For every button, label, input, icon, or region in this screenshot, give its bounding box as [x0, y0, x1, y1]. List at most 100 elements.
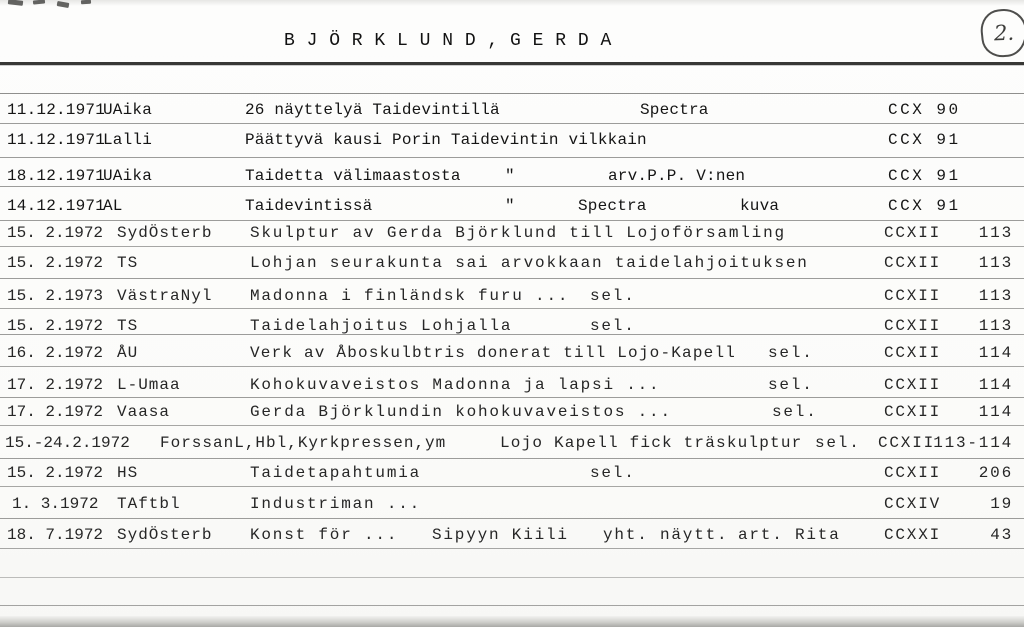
entry-source: UAika [103, 167, 153, 185]
entry-date: 15. 2.1972 [7, 464, 104, 482]
rule-line [0, 308, 1024, 309]
entry-volume: CCXII [884, 376, 942, 394]
rule-line [0, 93, 1024, 94]
rule-line [0, 518, 1024, 519]
entry-title: Gerda Björklundin kohokuvaveistos ... [250, 403, 672, 421]
ditto-mark: " [505, 197, 515, 215]
entry-source: AL [103, 197, 123, 215]
entry-volume: CCXII [884, 254, 942, 272]
entry-page: 19 [990, 495, 1013, 513]
entry-row: 18. 7.1972 SydÖsterb Konst för ... Sipyy… [0, 525, 1024, 547]
rule-line [0, 278, 1024, 279]
entry-source: SydÖsterb [117, 526, 213, 544]
entry-volume: CCXIV [884, 495, 942, 513]
entry-page: 114 [978, 344, 1013, 362]
entry-row: 15. 2.1972 HS Taidetapahtumia sel. CCXII… [0, 463, 1024, 485]
entry-page: 113 [978, 317, 1013, 335]
entry-date: 15. 2.1972 [7, 254, 104, 272]
entry-row: 18.12.1971 UAika Taidetta välimaastosta … [0, 166, 1024, 188]
entry-title: 26 näyttelyä Taidevintillä [245, 101, 500, 119]
entry-row: 15.-24.2.1972 ForssanL,Hbl,Kyrkpressen,y… [0, 433, 1024, 455]
entry-volume: CCXII [884, 344, 942, 362]
entry-title: Lojo Kapell fick träskulptur [500, 434, 803, 452]
scan-artifact [56, 0, 70, 9]
entry-extra: art. Rita [738, 526, 841, 544]
entry-title: Taidelahjoitus Lohjalla [250, 317, 513, 335]
page-number-badge: 2. [978, 6, 1024, 60]
entry-date: 15. 2.1972 [7, 317, 104, 335]
entry-source: TS [117, 254, 139, 272]
entry-row: 15. 2.1972 TS Lohjan seurakunta sai arvo… [0, 253, 1024, 275]
rule-line [0, 458, 1024, 459]
entry-page: 206 [978, 464, 1013, 482]
entry-title: Lohjan seurakunta sai arvokkaan taidelah… [250, 254, 809, 272]
entry-reference: CCX 91 [888, 197, 961, 215]
entry-title: Taidetta välimaastosta [245, 167, 461, 185]
entry-date: 15.-24.2.1972 [5, 434, 130, 452]
entry-volume: CCXII [878, 434, 936, 452]
scan-edge-band [0, 616, 1024, 627]
entry-note: sel. [815, 434, 861, 452]
rule-line [0, 220, 1024, 221]
entry-reference: CCX 91 [888, 131, 961, 149]
entry-note: sel. [590, 464, 636, 482]
entry-note: sel. [768, 376, 814, 394]
entry-source: Lalli [103, 131, 153, 149]
entry-date: 16. 2.1972 [7, 344, 104, 362]
entry-source: L-Umaa [117, 376, 181, 394]
rule-line [0, 246, 1024, 247]
entry-date: 17. 2.1972 [7, 376, 104, 394]
entry-extra: Spectra [640, 101, 709, 119]
entry-page: 43 [990, 526, 1013, 544]
entry-title: Kohokuvaveistos Madonna ja lapsi ... [250, 376, 661, 394]
entry-page: 114 [978, 376, 1013, 394]
entry-source: SydÖsterb [117, 224, 213, 242]
entry-volume: CCXXI [884, 526, 942, 544]
entry-date: 11.12.1971 [7, 101, 106, 119]
entry-source: VästraNyl [117, 287, 213, 305]
entry-title: Madonna i finländsk furu ... [250, 287, 570, 305]
entry-row: 14.12.1971 AL Taidevintissä " Spectra ku… [0, 196, 1024, 218]
entry-title: Taidevintissä [245, 197, 373, 215]
entry-date: 18.12.1971 [7, 167, 106, 185]
entry-volume: CCXII [884, 224, 942, 242]
rule-line [0, 577, 1024, 578]
entry-source: HS [117, 464, 139, 482]
entry-reference: CCX 90 [888, 101, 961, 119]
entry-source: UAika [103, 101, 153, 119]
entry-extra: Sipyyn Kiili [432, 526, 569, 544]
entry-volume: CCXII [884, 287, 942, 305]
card-title: B J Ö R K L U N D , G E R D A [284, 31, 612, 51]
rule-line [0, 425, 1024, 426]
entry-note: sel. [768, 344, 814, 362]
entry-volume: CCXII [884, 464, 942, 482]
ditto-mark: " [505, 167, 515, 185]
entry-row: 16. 2.1972 ÅU Verk av Åboskulbtris doner… [0, 343, 1024, 365]
entry-page: 114 [978, 403, 1013, 421]
entry-date: 17. 2.1972 [7, 403, 104, 421]
entry-date: 11.12.1971 [7, 131, 106, 149]
entry-row: 15. 2.1972 SydÖsterb Skulptur av Gerda B… [0, 223, 1024, 245]
scan-edge-smudge [0, 0, 1024, 6]
entry-row: 15. 2.1973 VästraNyl Madonna i finländsk… [0, 286, 1024, 308]
entry-title: Taidetapahtumia [250, 464, 422, 482]
entry-row: 11.12.1971 UAika 26 näyttelyä Taidevinti… [0, 100, 1024, 122]
entry-date: 15. 2.1972 [7, 224, 104, 242]
page-number: 2. [993, 20, 1015, 46]
rule-line [0, 548, 1024, 549]
rule-line [0, 334, 1024, 335]
entry-page: 113-114 [933, 434, 1013, 452]
entry-extra: arv.P.P. V:nen [608, 167, 746, 185]
entry-extra: Spectra [578, 197, 647, 215]
rule-line [0, 157, 1024, 158]
rule-line [0, 605, 1024, 606]
entry-title: Skulptur av Gerda Björklund till Lojoför… [250, 224, 786, 242]
entry-title: Verk av Åboskulbtris donerat till Lojo-K… [250, 344, 737, 362]
entry-extra: kuva [740, 197, 780, 215]
entry-row: 17. 2.1972 L-Umaa Kohokuvaveistos Madonn… [0, 375, 1024, 397]
entry-source: Vaasa [117, 403, 171, 421]
entry-date: 1. 3.1972 [12, 495, 99, 513]
entry-title: Industriman ... [250, 495, 422, 513]
entry-note: sel. [590, 317, 636, 335]
